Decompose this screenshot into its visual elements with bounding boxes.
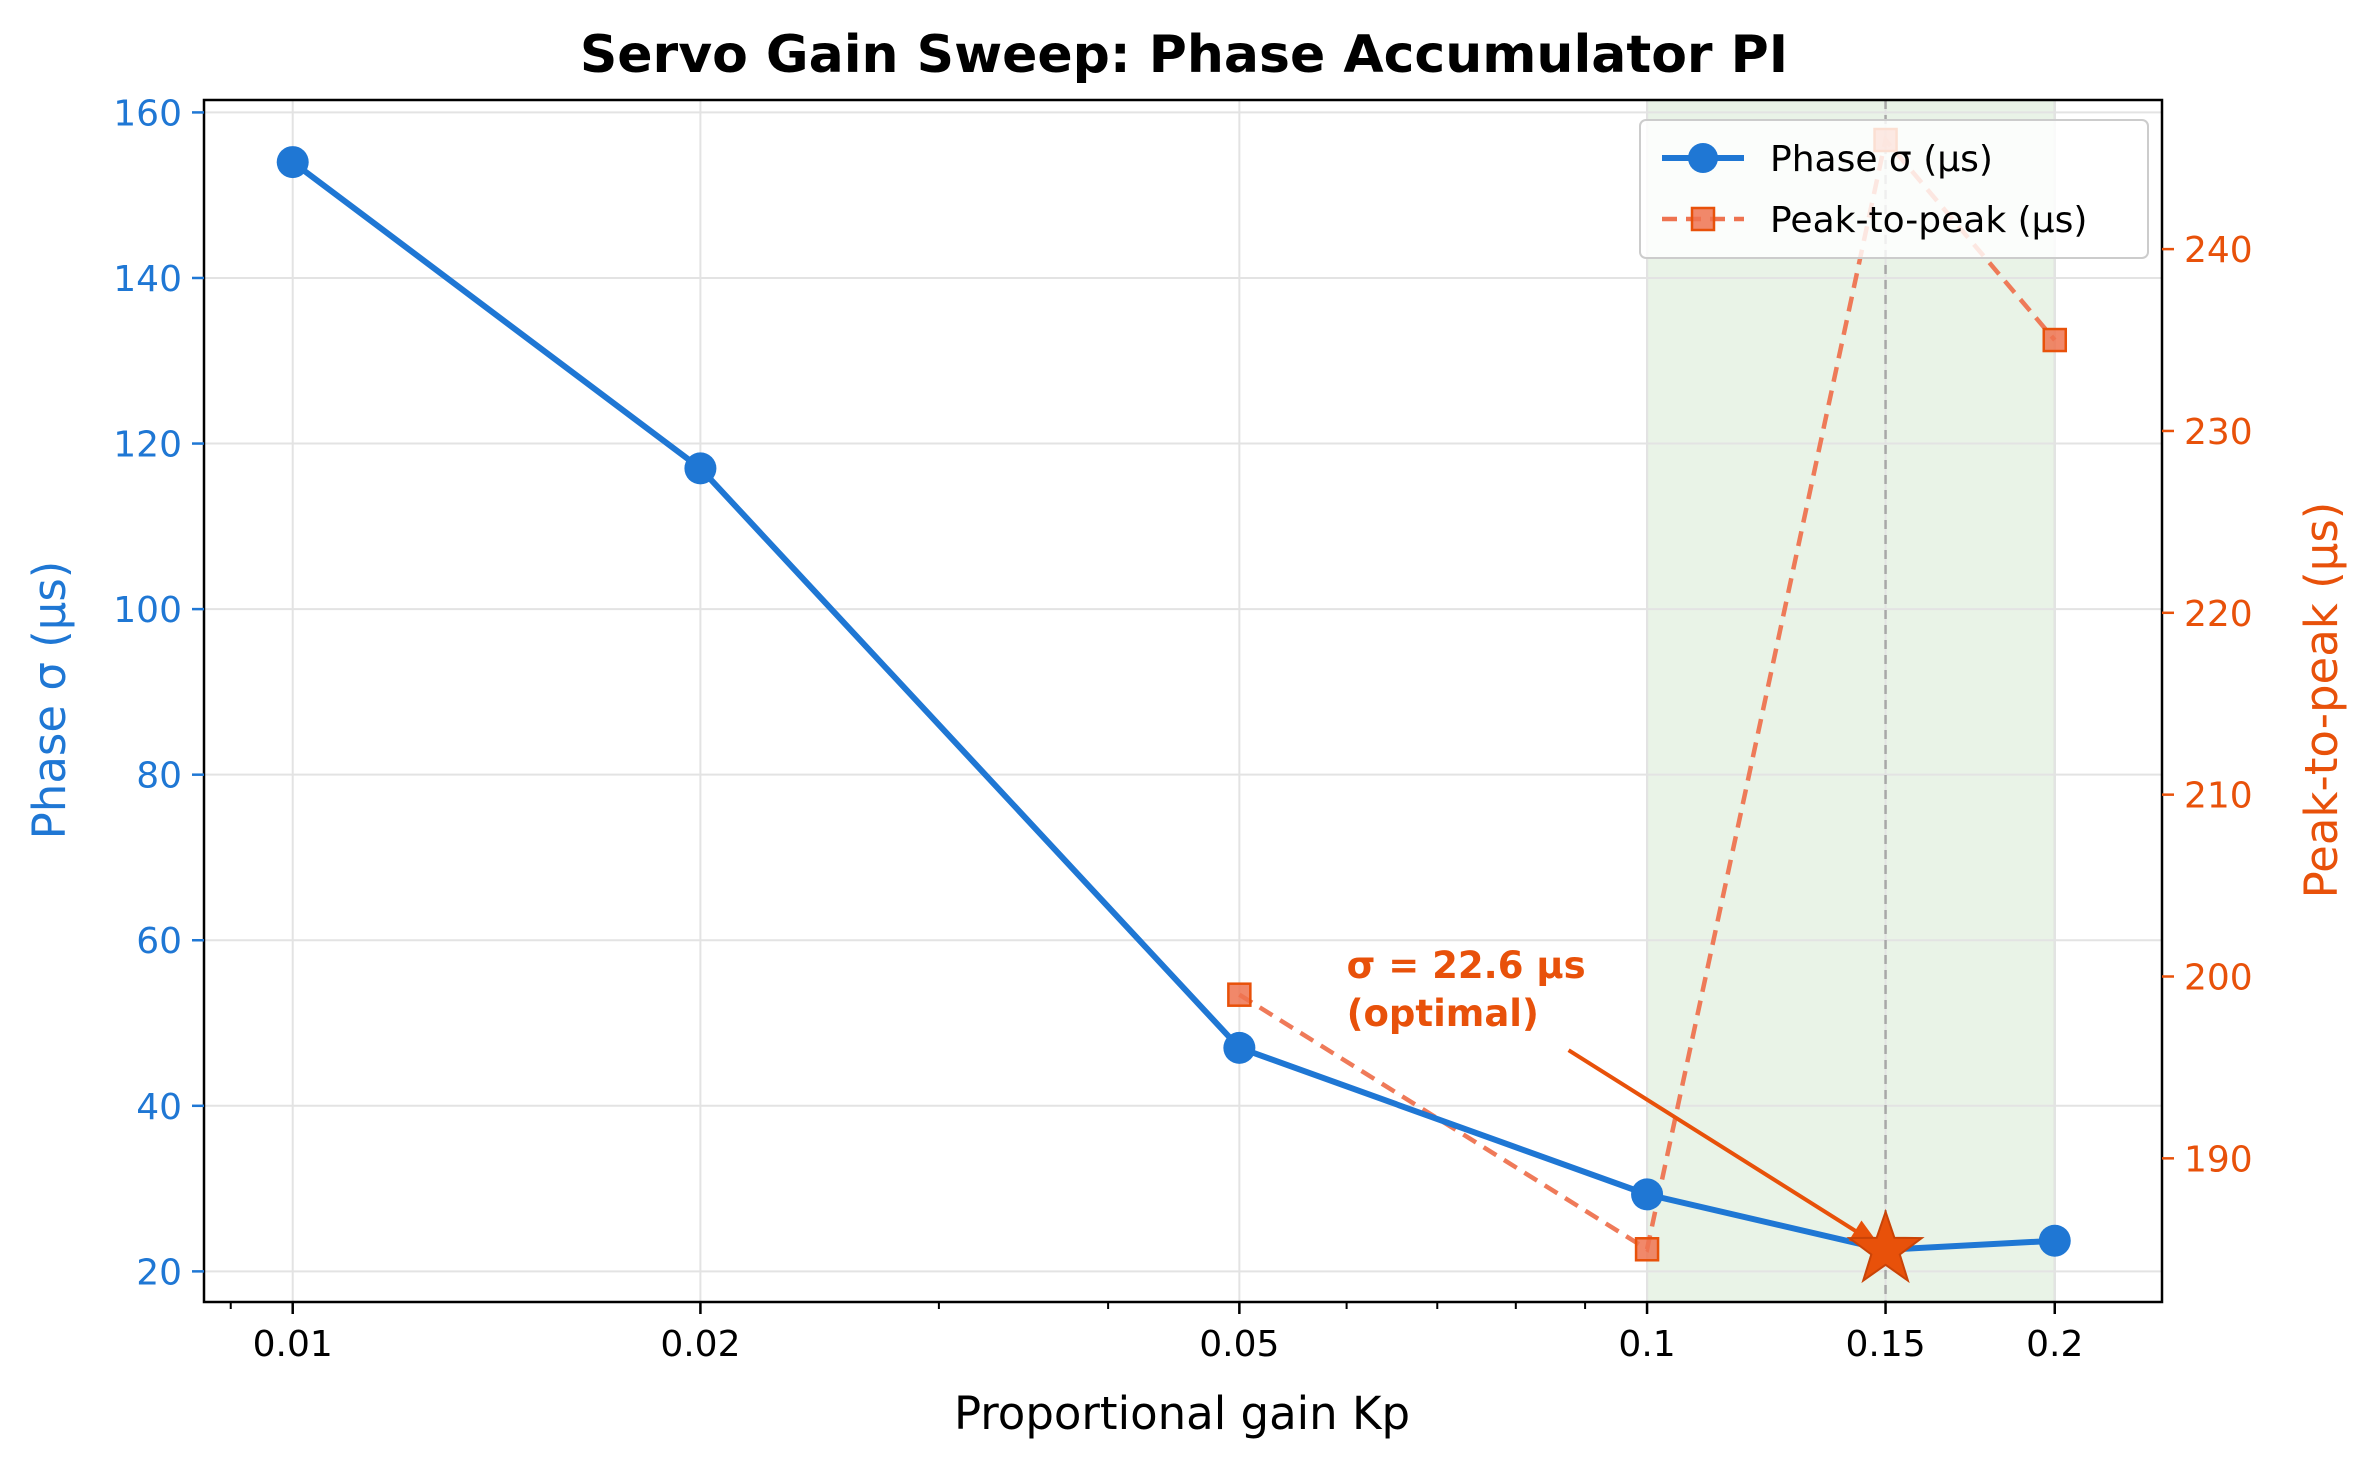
y-right-tick-label: 240 <box>2184 230 2253 271</box>
x-tick-label: 0.01 <box>253 1324 333 1365</box>
y-right-tick-label: 190 <box>2184 1139 2253 1180</box>
phase-sigma-point <box>1631 1178 1664 1211</box>
y-left-tick-label: 100 <box>113 590 182 631</box>
y-right-tick-label: 230 <box>2184 412 2253 453</box>
phase-sigma-point <box>2038 1224 2071 1257</box>
annotation-text: (optimal) <box>1347 992 1539 1035</box>
peak-to-peak-point <box>1634 1237 1660 1262</box>
y-left-tick-label: 120 <box>113 425 182 466</box>
plot-frame <box>202 98 2164 1304</box>
y-right-tick-label: 220 <box>2184 594 2253 635</box>
y-left-axis-label: Phase σ (µs) <box>23 561 76 840</box>
x-tick-label: 0.1 <box>1618 1324 1675 1365</box>
y-right-tick-label: 210 <box>2184 776 2253 817</box>
peak-to-peak-point <box>1227 982 1252 1007</box>
phase-sigma-point <box>684 452 717 485</box>
x-tick-label: 0.2 <box>2026 1324 2083 1365</box>
annotation-text: σ = 22.6 µs <box>1347 944 1586 987</box>
phase-sigma-line <box>290 159 2055 1253</box>
y-right-axis-label: Peak-to-peak (µs) <box>2295 502 2348 899</box>
annotation-arrow <box>1567 1048 1860 1235</box>
x-axis-label: Proportional gain Kp <box>954 1387 1410 1440</box>
x-tick-label: 0.05 <box>1199 1324 1279 1365</box>
y-left-tick-label: 60 <box>136 921 182 962</box>
y-left-tick-label: 20 <box>136 1252 182 1293</box>
phase-sigma-point <box>1223 1031 1256 1064</box>
x-tick-label: 0.02 <box>660 1324 740 1365</box>
legend-label-phase-sigma: Phase σ (µs) <box>1770 139 1993 180</box>
highlight-band <box>1647 100 2055 1302</box>
phase-sigma-point <box>276 146 309 179</box>
y-left-tick-label: 80 <box>136 756 182 797</box>
legend-marker-phase-sigma <box>1688 143 1718 173</box>
y-left-tick-label: 160 <box>113 93 182 134</box>
chart-title: Servo Gain Sweep: Phase Accumulator PI <box>580 25 1788 85</box>
legend-label-peak-to-peak: Peak-to-peak (µs) <box>1770 200 2087 241</box>
x-tick-label: 0.15 <box>1845 1324 1925 1365</box>
y-right-tick-label: 200 <box>2184 957 2253 998</box>
legend-marker-peak-to-peak <box>1690 206 1716 232</box>
legend-box <box>1639 119 2149 259</box>
optimal-star <box>1846 1208 1925 1284</box>
y-left-tick-label: 40 <box>136 1087 182 1128</box>
y-left-tick-label: 140 <box>113 259 182 300</box>
peak-to-peak-point <box>2042 327 2068 353</box>
